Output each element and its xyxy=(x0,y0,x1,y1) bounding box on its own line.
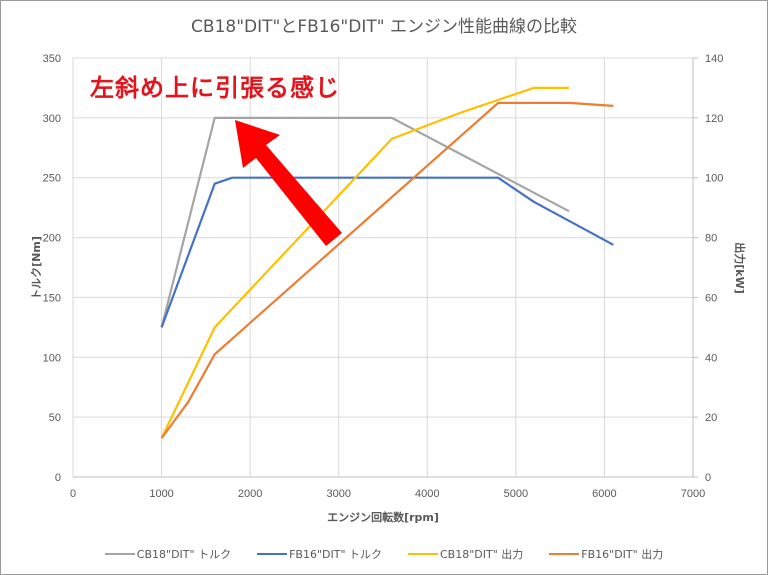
x-tick-label: 2000 xyxy=(238,488,262,500)
legend-label: FB16"DIT" 出力 xyxy=(581,548,664,561)
legend-label: CB18"DIT" 出力 xyxy=(440,548,524,561)
y2-tick-label: 140 xyxy=(705,53,723,65)
series-line xyxy=(160,86,569,439)
y-axis-title: トルク[Nm] xyxy=(30,236,43,300)
gridlines xyxy=(72,57,698,478)
legend-label: FB16"DIT" トルク xyxy=(289,548,382,561)
y2-axis-title: 出力[kW] xyxy=(733,242,747,294)
y-tick-label: 100 xyxy=(43,352,61,364)
y2-tick-label: 20 xyxy=(705,412,717,424)
series-line xyxy=(160,101,614,439)
legend-swatch-icon xyxy=(257,553,288,555)
y-tick-label: 50 xyxy=(49,412,61,424)
y-tick-label: 200 xyxy=(43,233,61,245)
x-tick-label: 6000 xyxy=(592,488,616,500)
x-tick-label: 1000 xyxy=(149,488,173,500)
legend-item: CB18"DIT" トルク xyxy=(104,546,232,562)
series-line xyxy=(160,116,570,328)
y2-tick-label: 80 xyxy=(705,233,717,245)
x-axis-title: エンジン回転数[rpm] xyxy=(327,510,439,524)
legend-item: CB18"DIT" 出力 xyxy=(408,546,523,562)
y2-tick-label: 40 xyxy=(705,352,717,364)
y-tick-label: 300 xyxy=(43,113,61,125)
y-tick-label: 250 xyxy=(43,173,61,185)
x-tick-label: 7000 xyxy=(681,488,705,500)
legend-swatch-icon xyxy=(104,553,135,555)
legend-swatch-icon xyxy=(549,553,580,555)
y-tick-label: 350 xyxy=(43,53,61,65)
x-tick-label: 4000 xyxy=(415,488,439,500)
series-lines xyxy=(160,86,614,439)
red-arrow-icon xyxy=(235,120,342,246)
legend-label: CB18"DIT" トルク xyxy=(136,548,232,561)
annotation-text: 左斜め上に引張る感じ xyxy=(90,74,340,102)
y-tick-label: 0 xyxy=(55,472,61,484)
y2-tick-label: 0 xyxy=(705,472,711,484)
x-tick-label: 5000 xyxy=(504,488,528,500)
legend-item: FB16"DIT" トルク xyxy=(257,546,382,562)
chart-title: CB18"DIT"とFB16"DIT" エンジン性能曲線の比較 xyxy=(191,17,577,37)
y-tick-label: 150 xyxy=(43,292,61,304)
x-tick-label: 3000 xyxy=(326,488,350,500)
y2-tick-label: 120 xyxy=(705,113,723,125)
legend-item: FB16"DIT" 出力 xyxy=(549,546,663,562)
series-line xyxy=(160,176,614,328)
chart-legend: CB18"DIT" トルク FB16"DIT" トルク CB18"DIT" 出力 FB… xyxy=(0,546,768,562)
y2-tick-label: 60 xyxy=(705,292,717,304)
x-tick-label: 0 xyxy=(70,488,76,500)
legend-swatch-icon xyxy=(408,553,438,555)
y2-tick-label: 100 xyxy=(705,173,723,185)
